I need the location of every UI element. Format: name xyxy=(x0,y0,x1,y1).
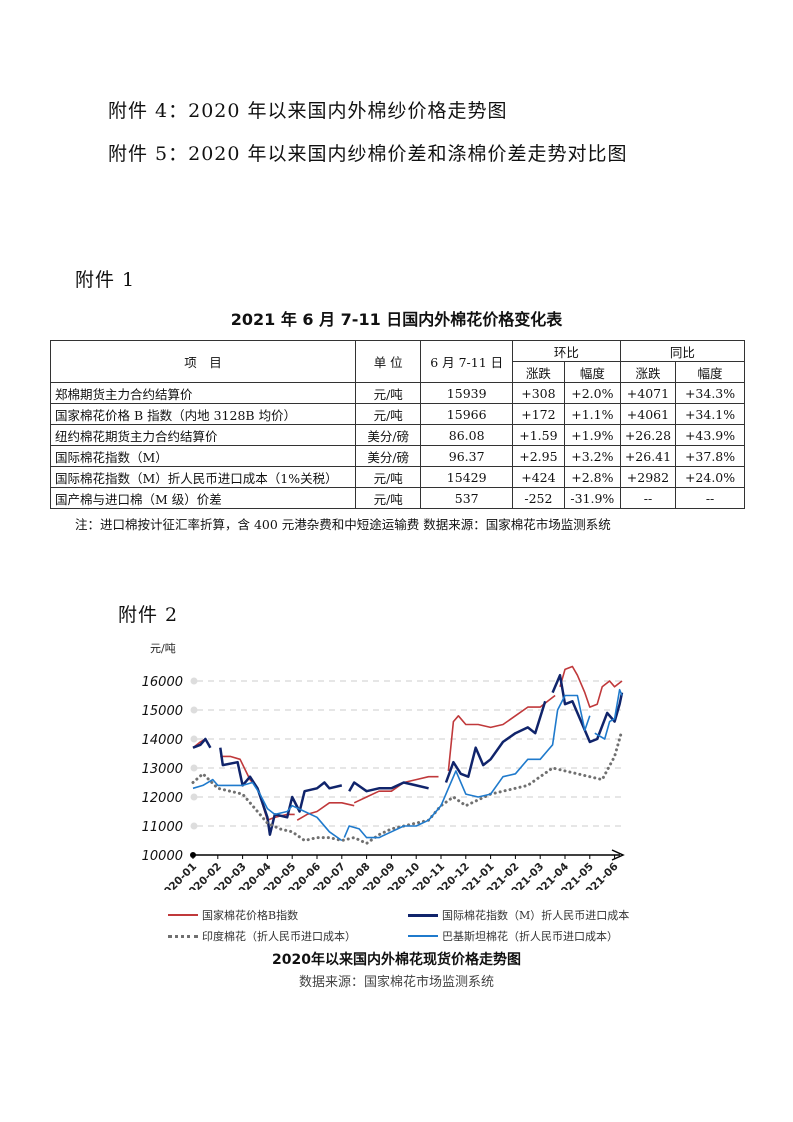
legend-label: 印度棉花（折人民币进口成本） xyxy=(202,930,356,943)
header-period: 6 月 7-11 日 xyxy=(420,340,513,383)
y-tick-label: 13000 xyxy=(142,762,183,777)
gridline-marker xyxy=(190,677,198,685)
table-row: 国家棉花价格 B 指数（内地 3128B 均价） 元/吨 15966 +172 +1.1… xyxy=(50,403,745,425)
table-cell: 郑棉期货主力合约结算价 xyxy=(50,382,356,404)
y-tick-label: 12000 xyxy=(142,791,183,806)
table-cell: +2982 xyxy=(619,466,677,488)
gridline-marker xyxy=(190,706,198,714)
table-cell: +34.1% xyxy=(675,403,745,425)
table-cell: -252 xyxy=(511,487,565,509)
legend-swatch xyxy=(168,934,198,938)
legend-label: 国家棉花价格B指数 xyxy=(202,909,299,922)
table-cell: 美分/磅 xyxy=(354,445,422,467)
legend-item-m-index: 国际棉花指数（M）折人民币进口成本 xyxy=(408,907,629,923)
table-row: 郑棉期货主力合约结算价 元/吨 15939 +308 +2.0% +4071 +34.3% xyxy=(50,382,745,404)
table-cell: 15939 xyxy=(420,382,513,404)
table-cell: 元/吨 xyxy=(354,382,422,404)
header-yoy-pct: 幅度 xyxy=(675,361,745,383)
table-cell: +2.0% xyxy=(563,382,621,404)
price-trend-chart: 元/吨1000011000120001300014000150001600020… xyxy=(142,642,625,890)
table-cell: 纽约棉花期货主力合约结算价 xyxy=(50,424,356,446)
table-cell: 96.37 xyxy=(420,445,513,467)
table-row: 国际棉花指数（M）折人民币进口成本（1%关税） 元/吨 15429 +424 +2.8%… xyxy=(50,466,745,488)
table-cell: +1.1% xyxy=(563,403,621,425)
attachment-4-title: 附件 4：2020 年以来国内外棉纱价格走势图 xyxy=(108,100,508,122)
table-row: 国产棉与进口棉（M 级）价差 元/吨 537 -252 -31.9% -- -- xyxy=(50,487,745,509)
y-tick-label: 10000 xyxy=(142,849,183,864)
series-line-3 xyxy=(192,688,623,842)
legend-swatch xyxy=(168,914,198,916)
table-cell: 元/吨 xyxy=(354,403,422,425)
table-cell: 国际棉花指数（M） xyxy=(50,445,356,467)
chart-title: 2020年以来国内外棉花现货价格走势图 xyxy=(272,952,521,968)
table-cell: +26.28 xyxy=(619,424,677,446)
table-row: 纽约棉花期货主力合约结算价 美分/磅 86.08 +1.59 +1.9% +26.28 +4… xyxy=(50,424,745,446)
gridline-marker xyxy=(190,822,198,830)
gridline-marker xyxy=(190,764,198,772)
y-tick-label: 11000 xyxy=(142,820,183,835)
table-cell: 15966 xyxy=(420,403,513,425)
y-tick-label: 15000 xyxy=(142,704,183,719)
table-cell: +43.9% xyxy=(675,424,745,446)
header-yoy: 同比 xyxy=(619,340,746,362)
table-cell: +424 xyxy=(511,466,565,488)
series-line-2 xyxy=(191,728,624,845)
attachment-5-title: 附件 5：2020 年以来国内纱棉价差和涤棉价差走势对比图 xyxy=(108,143,628,165)
header-item: 项 目 xyxy=(50,340,356,383)
table-title: 2021 年 6 月 7-11 日国内外棉花价格变化表 xyxy=(230,310,563,329)
gridline-marker xyxy=(190,735,198,743)
header-mom-pct: 幅度 xyxy=(563,361,621,383)
table-cell: +24.0% xyxy=(675,466,745,488)
legend-label: 巴基斯坦棉花（折人民币进口成本） xyxy=(442,930,618,943)
x-axis-arrow xyxy=(611,849,625,861)
legend-swatch xyxy=(408,913,438,917)
table-cell: +3.2% xyxy=(563,445,621,467)
table-cell: +4061 xyxy=(619,403,677,425)
table-cell: 国产棉与进口棉（M 级）价差 xyxy=(50,487,356,509)
table-cell: +26.41 xyxy=(619,445,677,467)
table-cell: -- xyxy=(619,487,677,509)
table-cell: +1.9% xyxy=(563,424,621,446)
table-cell: +4071 xyxy=(619,382,677,404)
gridline-marker xyxy=(190,793,198,801)
table-cell: 美分/磅 xyxy=(354,424,422,446)
attachment-2-label: 附件 2 xyxy=(118,604,179,626)
legend-swatch xyxy=(408,935,438,937)
header-mom-change: 涨跌 xyxy=(511,361,565,383)
table-cell: 元/吨 xyxy=(354,466,422,488)
table-cell: +2.8% xyxy=(563,466,621,488)
legend-item-india: 印度棉花（折人民币进口成本） xyxy=(168,928,356,944)
y-tick-label: 16000 xyxy=(142,675,183,690)
attachment-1-label: 附件 1 xyxy=(75,269,136,291)
table-cell: +1.59 xyxy=(511,424,565,446)
table-cell: 国家棉花价格 B 指数（内地 3128B 均价） xyxy=(50,403,356,425)
chart-source: 数据来源：国家棉花市场监测系统 xyxy=(298,975,494,990)
table-cell: -- xyxy=(675,487,745,509)
table-cell: 537 xyxy=(420,487,513,509)
table-cell: 元/吨 xyxy=(354,487,422,509)
table-row: 国际棉花指数（M） 美分/磅 96.37 +2.95 +3.2% +26.41 +37.8% xyxy=(50,445,745,467)
header-mom: 环比 xyxy=(511,340,621,362)
legend-item-b-index: 国家棉花价格B指数 xyxy=(168,907,298,923)
legend-label: 国际棉花指数（M）折人民币进口成本 xyxy=(442,909,630,922)
header-unit: 单 位 xyxy=(354,340,422,383)
header-yoy-change: 涨跌 xyxy=(619,361,677,383)
table-cell: -31.9% xyxy=(563,487,621,509)
table-cell: 15429 xyxy=(420,466,513,488)
y-tick-label: 14000 xyxy=(142,733,183,748)
legend-item-pakistan: 巴基斯坦棉花（折人民币进口成本） xyxy=(408,928,618,944)
table-note: 注：进口棉按计征汇率折算，含 400 元港杂费和中短途运输费 数据来源：国家棉花… xyxy=(75,517,611,532)
table-cell: 86.08 xyxy=(420,424,513,446)
table-cell: +308 xyxy=(511,382,565,404)
price-change-table: 项 目 单 位 6 月 7-11 日 环比 同比 涨跌 幅度 涨跌 幅度 郑棉期… xyxy=(50,340,746,509)
table-cell: +172 xyxy=(511,403,565,425)
table-cell: +34.3% xyxy=(675,382,745,404)
table-cell: +37.8% xyxy=(675,445,745,467)
y-axis-unit: 元/吨 xyxy=(150,642,176,655)
table-cell: 国际棉花指数（M）折人民币进口成本（1%关税） xyxy=(50,466,356,488)
table-cell: +2.95 xyxy=(511,445,565,467)
